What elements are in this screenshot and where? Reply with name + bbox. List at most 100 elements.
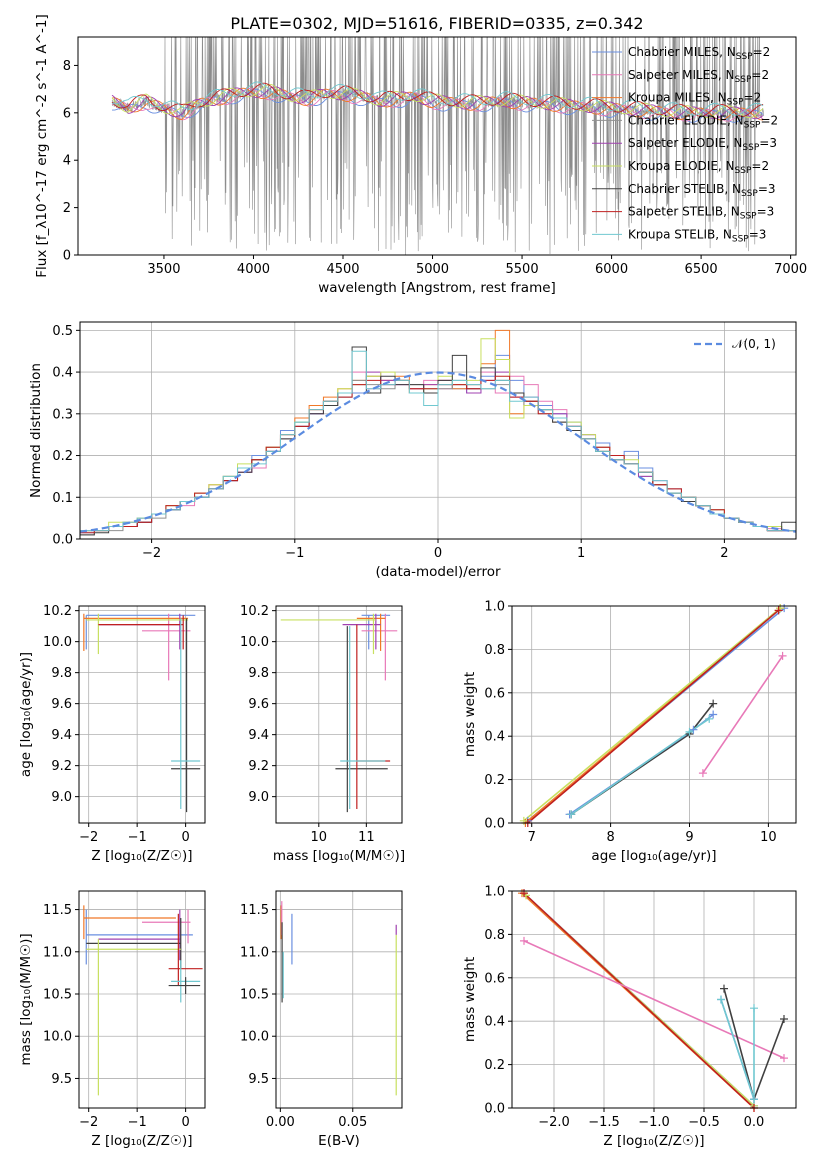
axes-frame	[275, 890, 403, 1109]
y-tick-label: 9.0	[51, 790, 72, 805]
x-axis-label: Z [log₁₀(Z/Z☉)]	[91, 1133, 192, 1149]
x-tick-label: 8	[606, 830, 614, 845]
model-spectrum-line	[111, 86, 764, 120]
y-axis-label: Normed distribution	[28, 363, 44, 498]
model-spectrum-line	[111, 81, 764, 116]
x-tick-label: 7	[528, 830, 536, 845]
x-axis-label: mass [log₁₀(M/M☉)]	[273, 848, 405, 864]
y-tick-label: 11.5	[43, 903, 72, 918]
y-tick-label: 0.3	[52, 407, 73, 422]
y-axis-label: mass [log₁₀(M/M☉)]	[18, 933, 34, 1065]
y-tick-label: 10.5	[240, 988, 269, 1003]
data-point-marker	[778, 651, 787, 660]
y-tick-label: 11.0	[240, 945, 269, 960]
y-tick-label: 2	[63, 201, 71, 216]
legend-label: 𝒩(0, 1)	[732, 337, 776, 351]
y-tick-label: 10.0	[240, 635, 269, 650]
legend-label: Salpeter ELODIE, NSSP=3	[628, 136, 777, 153]
age-vs-mass-plot: 10 11 9.0 9.2 9.4 9.6 9.8 10.0 10.2 mass [log₁₀(M…	[240, 604, 405, 864]
x-tick-label: −1	[128, 1115, 147, 1130]
x-axis-label: (data-model)/error	[375, 564, 501, 580]
error-bar-area	[83, 905, 203, 1096]
x-tick-label: −1.5	[588, 1115, 620, 1130]
weight-line	[523, 607, 781, 822]
x-tick-label: 10	[760, 830, 777, 845]
y-tick-label: 11.5	[240, 903, 269, 918]
x-tick-label: 4500	[326, 262, 359, 277]
x-tick-label: 1	[577, 546, 585, 561]
x-tick-label: −2	[79, 1115, 98, 1130]
legend-label: Salpeter STELIB, NSSP=3	[628, 205, 774, 222]
axes-frame	[511, 605, 797, 824]
spectrum-area	[111, 37, 765, 255]
y-tick-label: 0.0	[484, 817, 505, 832]
x-axis-label: age [log₁₀(age/yr)]	[591, 848, 716, 864]
weight-line	[523, 892, 755, 1108]
x-tick-label: 10	[311, 830, 328, 845]
x-tick-label: 9	[685, 830, 693, 845]
data-point-marker	[750, 1095, 758, 1104]
y-tick-label: 9.6	[248, 697, 269, 712]
y-tick-label: 1.0	[484, 600, 505, 615]
data-point-marker	[780, 1015, 788, 1024]
x-tick-label: 0	[181, 830, 189, 845]
y-tick-label: 10.5	[43, 988, 72, 1003]
y-tick-label: 0.2	[484, 773, 505, 788]
y-tick-label: 10.2	[240, 604, 269, 619]
y-tick-label: 9.0	[248, 790, 269, 805]
y-tick-label: 11.0	[43, 945, 72, 960]
x-tick-label: 11	[358, 830, 375, 845]
x-tick-label: 2	[720, 546, 728, 561]
axes-frame	[511, 890, 797, 1109]
x-tick-label: 0	[434, 546, 442, 561]
x-tick-label: 0	[181, 1115, 189, 1130]
residual-histogram-plot: −2 −1 0 1 2 0.0 0.1 0.2 0.3 0.4 0.5 (data-model)/er…	[28, 321, 797, 580]
x-axis-label: Z [log₁₀(Z/Z☉)]	[603, 1133, 704, 1149]
x-tick-label: 5000	[416, 262, 449, 277]
y-tick-label: 0.4	[484, 1015, 505, 1030]
y-tick-label: 8	[63, 59, 71, 74]
axes-frame	[77, 36, 797, 256]
data-point-marker	[720, 984, 728, 993]
weight-line	[720, 999, 755, 1100]
x-tick-label: 0.05	[338, 1115, 367, 1130]
error-bar-area	[83, 613, 201, 813]
y-tick-label: 10.2	[43, 604, 72, 619]
legend-label: Chabrier MILES, NSSP=2	[628, 45, 770, 62]
y-axis-label: Flux [f_λ10^-17 erg cm^-2 s^-1 A^-1]	[34, 14, 50, 277]
age-vs-metallicity-plot: −2 −1 0 9.0 9.2 9.4 9.6 9.8 10.0 10.2 Z [log₁₀(Z/Z…	[18, 604, 206, 864]
y-tick-label: 0.0	[52, 533, 73, 548]
weight-line	[523, 940, 785, 1059]
y-tick-label: 0.2	[484, 1058, 505, 1073]
x-tick-label: −2	[79, 830, 98, 845]
x-axis-label: E(B-V)	[318, 1133, 360, 1149]
x-tick-label: −2	[142, 546, 161, 561]
y-tick-label: 9.5	[51, 1072, 72, 1087]
x-tick-label: 6000	[595, 262, 628, 277]
y-tick-label: 10.0	[43, 635, 72, 650]
data-point-marker	[717, 995, 725, 1004]
x-tick-label: 0.00	[266, 1115, 295, 1130]
legend-label: Chabrier STELIB, NSSP=3	[628, 182, 776, 199]
data-point-marker	[685, 727, 694, 736]
legend-label: Salpeter MILES, NSSP=2	[628, 68, 769, 85]
axes-frame	[79, 321, 797, 540]
weight-vs-age-plot: 7 8 9 10 0.0 0.2 0.4 0.6 0.8 1.0 age [log₁₀(age/yr…	[462, 600, 797, 864]
normal-curve	[80, 371, 796, 533]
y-tick-label: 0.6	[484, 686, 505, 701]
line-area	[523, 607, 785, 823]
y-tick-label: 9.8	[51, 666, 72, 681]
error-bar-area	[280, 613, 398, 813]
model-spectrum-line	[111, 87, 764, 121]
data-point-marker	[750, 1004, 758, 1013]
spectrum-plot: 3500 4000 4500 5000 5500 6000 6500 7000 0 2 4 6 8 wav…	[34, 14, 807, 296]
y-tick-label: 4	[63, 154, 71, 169]
data-point-marker	[774, 606, 783, 615]
y-tick-label: 9.5	[248, 1072, 269, 1087]
x-tick-label: −2.0	[538, 1115, 570, 1130]
weight-vs-metallicity-plot: −2.0 −1.5 −1.0 −0.5 0.0 0.0 0.2 0.4 0.6 0.8 1.0 Z […	[462, 885, 797, 1149]
x-tick-label: −1	[128, 830, 147, 845]
data-point-marker	[698, 769, 707, 778]
y-tick-label: 9.8	[248, 666, 269, 681]
